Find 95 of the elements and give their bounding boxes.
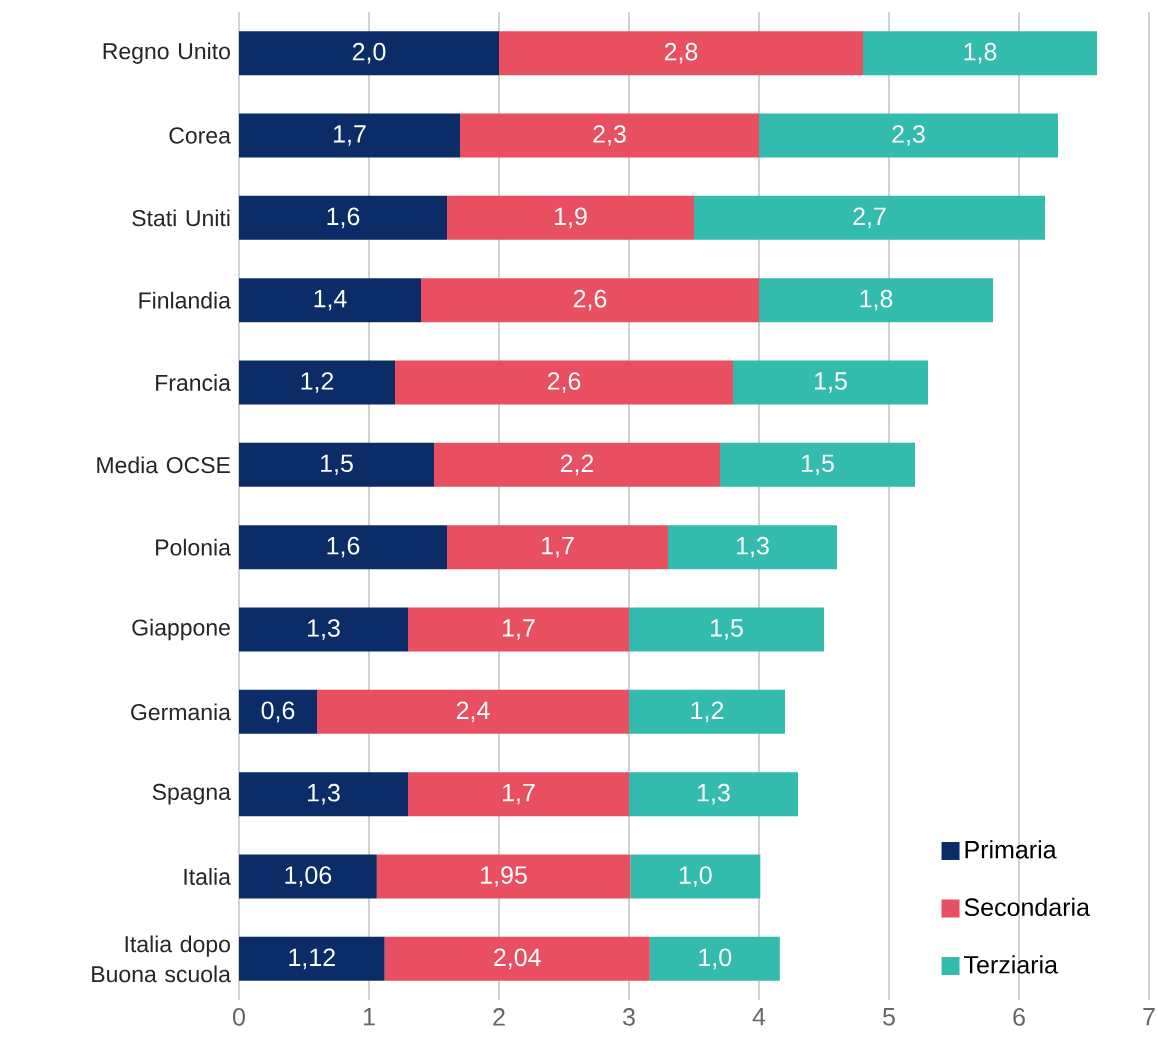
data-label: 1,2 [301,372,334,393]
bar [384,936,650,981]
x-tick-label: 6 [1013,1008,1025,1026]
data-label: 1,3 [737,536,769,558]
bar [239,936,385,981]
data-label: 1,5 [815,372,847,393]
data-label: 2,2 [560,454,594,476]
y-tick-label: Media OCSE [97,456,230,474]
bar [239,195,447,240]
bar [239,689,317,734]
y-tick-label: Francia [156,374,231,391]
y-tick-label: Giappone [132,618,230,641]
bar [239,31,499,76]
y-tick-label: Spagna [152,783,231,805]
bar [317,689,629,734]
bar [629,772,799,817]
data-label: 1,6 [327,207,360,229]
bar [408,772,629,817]
data-label: 2,0 [352,42,386,64]
legend-label: Terziaria [964,955,1058,974]
bar [239,607,408,652]
y-tick-label: Polonia [156,538,231,556]
data-label: 1,9 [555,207,587,229]
bar [694,195,1046,240]
data-label: 1,6 [327,536,360,558]
data-label: 1,3 [698,783,730,805]
data-label: 1,7 [542,536,574,558]
bar [239,278,421,323]
bar [434,442,721,487]
y-tick-label: Corea [169,127,231,144]
data-label: 1,7 [334,125,366,146]
data-label: 1,4 [314,289,347,311]
data-label: 1,06 [285,866,332,887]
y-tick-label: Germania [131,703,231,721]
bar [408,607,629,652]
data-label: 2,6 [573,289,607,311]
bar [239,525,447,570]
data-label: 1,0 [699,948,732,970]
data-label: 2,04 [494,948,541,970]
bar [629,607,825,652]
x-tick-label: 1 [363,1008,375,1026]
data-label: 1,0 [679,866,712,887]
bar [499,31,864,76]
legend-label: Secondaria [964,897,1090,917]
x-tick-label: 2 [493,1008,505,1026]
data-label: 2,3 [593,125,626,146]
bar [759,278,994,323]
x-tick-label: 3 [622,1008,635,1026]
x-tick-label: 7 [1143,1008,1155,1026]
bar [447,195,695,240]
bar [720,442,916,487]
data-label: 1,3 [308,783,340,805]
bar [239,360,395,405]
bar [668,525,838,570]
bar [395,360,734,405]
data-label: 2,7 [853,207,886,229]
x-tick-label: 4 [752,1008,766,1026]
data-label: 1,8 [860,289,893,311]
x-tick-label: 5 [883,1008,895,1026]
data-label: 2,4 [456,701,490,723]
data-label: 1,2 [691,701,724,723]
data-label: 1,5 [321,454,353,476]
bar [460,113,760,158]
data-label: 1,7 [503,783,535,805]
bar [447,525,669,570]
bar [733,360,929,405]
data-label: 1,12 [289,948,335,970]
bar [759,113,1059,158]
data-label: 1,7 [503,619,535,640]
data-label: 1,8 [964,42,997,64]
y-tick-label: Stati Uniti [132,209,230,227]
data-label: 0,6 [261,701,295,723]
data-label: 2,8 [664,42,698,64]
data-label: 2,3 [892,125,925,146]
bar [629,689,786,734]
y-tick-label: Finlandia [139,291,231,309]
bar [239,113,460,158]
x-tick-label: 0 [233,1008,245,1026]
bar [239,772,408,817]
data-label: 1,3 [308,619,340,640]
bar [649,936,780,981]
bar [376,854,631,899]
data-label: 1,5 [711,619,743,640]
y-tick-label: Regno Unito [103,42,230,64]
bar [630,854,761,899]
bar [239,854,377,899]
legend-label: Primaria [965,840,1057,859]
data-label: 2,6 [547,372,581,393]
bar [863,31,1098,76]
y-tick-label: Italia [184,868,231,885]
data-label: 1,95 [481,866,527,887]
y-tick-label: Italia dopo Buona scuola [92,935,231,983]
bar [421,278,760,323]
data-label: 1,5 [802,454,834,476]
bar [239,442,434,487]
